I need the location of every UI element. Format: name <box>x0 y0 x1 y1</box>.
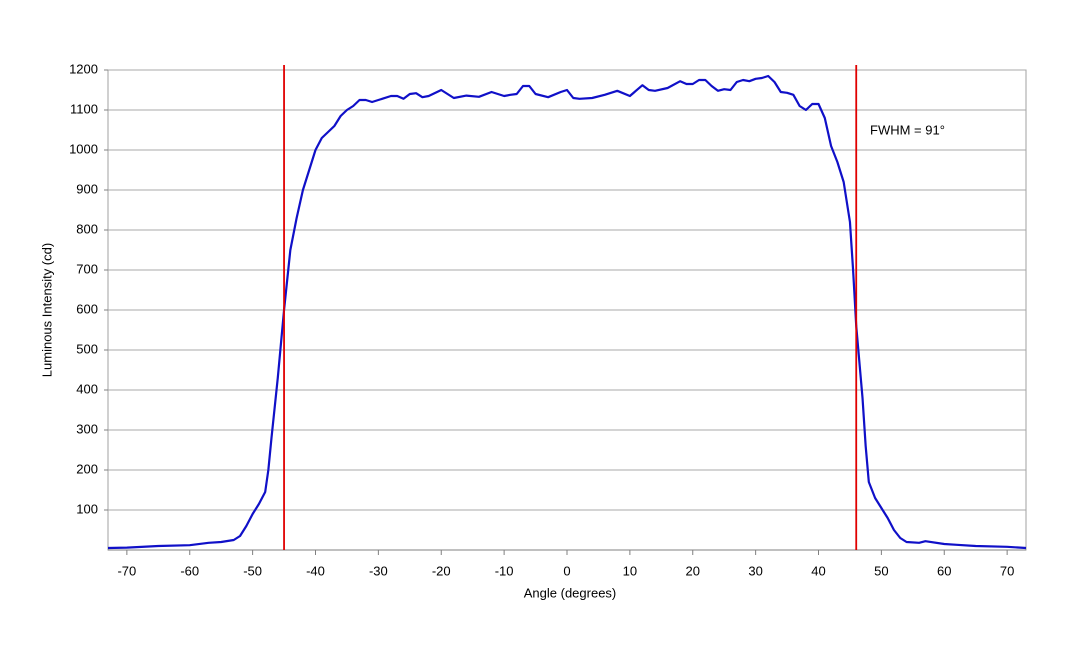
y-tick-label: 700 <box>76 261 98 276</box>
y-tick-label: 1100 <box>70 101 98 116</box>
x-tick-label: -50 <box>243 563 262 578</box>
x-axis-label: Angle (degrees) <box>524 585 617 600</box>
y-tick-label: 400 <box>76 381 98 396</box>
x-tick-label: 0 <box>563 563 570 578</box>
y-axis-label: Luminous Intensity (cd) <box>39 243 54 377</box>
x-tick-label: -40 <box>306 563 325 578</box>
x-tick-label: -20 <box>432 563 451 578</box>
y-tick-label: 800 <box>76 221 98 236</box>
x-tick-label: 40 <box>811 563 825 578</box>
x-tick-label: 10 <box>623 563 637 578</box>
x-tick-label: -30 <box>369 563 388 578</box>
y-tick-label: 1200 <box>69 61 98 76</box>
x-tick-label: -60 <box>180 563 199 578</box>
x-tick-label: 60 <box>937 563 951 578</box>
y-tick-label: 500 <box>76 341 98 356</box>
data-line <box>107 74 1027 550</box>
x-tick-label: -10 <box>495 563 514 578</box>
x-tick-label: 30 <box>748 563 762 578</box>
x-tick-label: 70 <box>1000 563 1014 578</box>
annotation: FWHM = 91° <box>870 122 945 137</box>
y-tick-label: 600 <box>76 301 98 316</box>
y-tick-label: 300 <box>76 421 98 436</box>
x-tick-label: 50 <box>874 563 888 578</box>
y-tick-label: 100 <box>76 501 98 516</box>
y-tick-label: 900 <box>76 181 98 196</box>
y-tick-label: 200 <box>76 461 98 476</box>
y-tick-label: 1000 <box>69 141 98 156</box>
x-tick-label: -70 <box>117 563 136 578</box>
x-tick-label: 20 <box>686 563 700 578</box>
